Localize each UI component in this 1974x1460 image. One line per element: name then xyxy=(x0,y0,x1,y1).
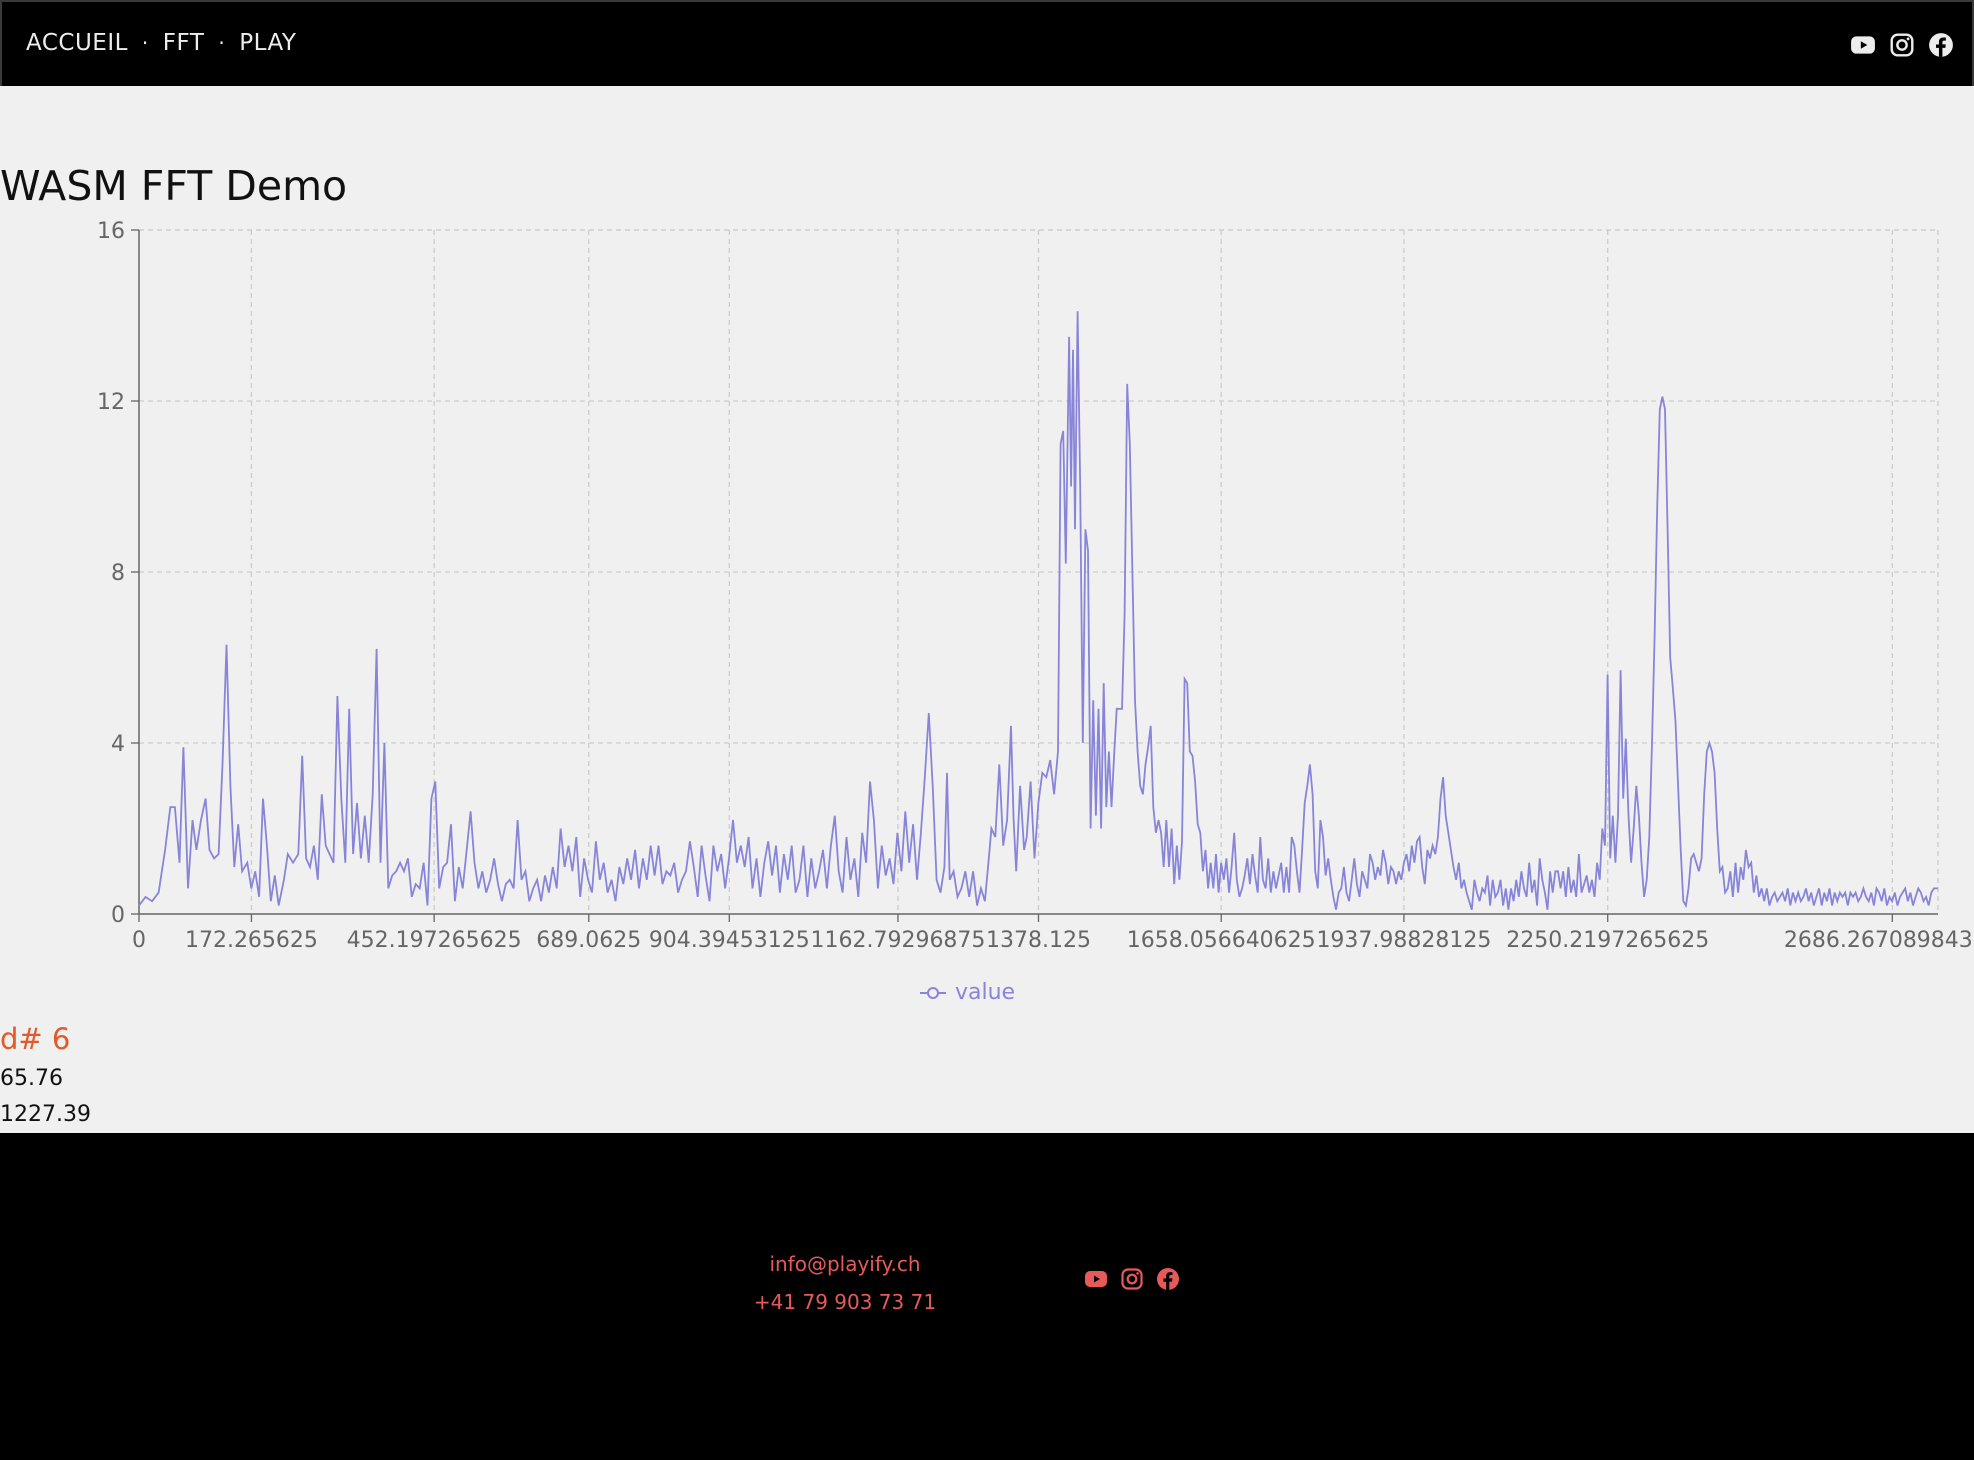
legend-marker-icon xyxy=(927,987,939,999)
footer-social-icons xyxy=(1084,1267,1180,1295)
instagram-icon[interactable] xyxy=(1889,32,1915,62)
footer: info@playify.ch +41 79 903 73 71 xyxy=(0,1133,1974,1460)
nav-link-fft[interactable]: FFT xyxy=(162,30,205,56)
y-tick-label: 0 xyxy=(111,903,125,928)
instagram-icon[interactable] xyxy=(1120,1267,1144,1295)
x-tick-label: 0 xyxy=(132,928,146,953)
y-tick-label: 12 xyxy=(97,390,125,415)
main-nav: ACCUEIL · FFT · PLAY xyxy=(26,30,296,56)
email-link[interactable]: info@playify.ch xyxy=(769,1252,921,1276)
x-tick-label: 904.39453125 xyxy=(649,928,810,953)
y-tick-label: 4 xyxy=(111,732,125,757)
facebook-icon[interactable] xyxy=(1928,32,1954,62)
x-tick-label: 1658.056640625 xyxy=(1127,928,1316,953)
fft-line-chart: 0 4 8 12 16 0 172.265625 452.197265625 689.0625… xyxy=(97,219,1974,1005)
nav-separator: · xyxy=(218,31,226,55)
y-axis: 0 4 8 12 16 xyxy=(97,219,140,928)
x-tick-label: 2250.2197265625 xyxy=(1506,928,1709,953)
top-navbar: ACCUEIL · FFT · PLAY xyxy=(0,0,1974,86)
x-tick-label: 1937.98828125 xyxy=(1316,928,1491,953)
chart-legend: value xyxy=(920,980,1015,1005)
y-tick-label: 16 xyxy=(97,219,125,244)
legend-label: value xyxy=(955,980,1015,1005)
x-tick-label: 689.0625 xyxy=(536,928,641,953)
y-tick-label: 8 xyxy=(111,561,125,586)
nav-link-accueil[interactable]: ACCUEIL xyxy=(26,30,128,56)
nav-separator: · xyxy=(141,31,149,55)
x-axis: 0 172.265625 452.197265625 689.0625 904.3945… xyxy=(132,913,1974,953)
x-tick-label: 2686.26708984375 xyxy=(1784,928,1974,953)
series-line-value xyxy=(138,311,1938,910)
x-tick-label: 172.265625 xyxy=(185,928,318,953)
youtube-icon[interactable] xyxy=(1084,1267,1108,1295)
contact-info: info@playify.ch +41 79 903 73 71 xyxy=(0,1245,1690,1321)
detected-value-2: 1227.39 xyxy=(0,1102,91,1127)
nav-link-play[interactable]: PLAY xyxy=(239,30,297,56)
youtube-icon[interactable] xyxy=(1850,32,1876,62)
chart-grid xyxy=(139,229,1939,914)
nav-social-icons xyxy=(1850,32,1954,62)
detected-value-1: 65.76 xyxy=(0,1066,63,1091)
page-title: WASM FFT Demo xyxy=(0,162,348,210)
phone-link[interactable]: +41 79 903 73 71 xyxy=(753,1290,937,1314)
facebook-icon[interactable] xyxy=(1156,1267,1180,1295)
x-tick-label: 1162.79296875 xyxy=(810,928,985,953)
detected-note: d# 6 xyxy=(0,1022,71,1056)
x-tick-label: 452.197265625 xyxy=(347,928,522,953)
x-tick-label: 1378.125 xyxy=(986,928,1091,953)
